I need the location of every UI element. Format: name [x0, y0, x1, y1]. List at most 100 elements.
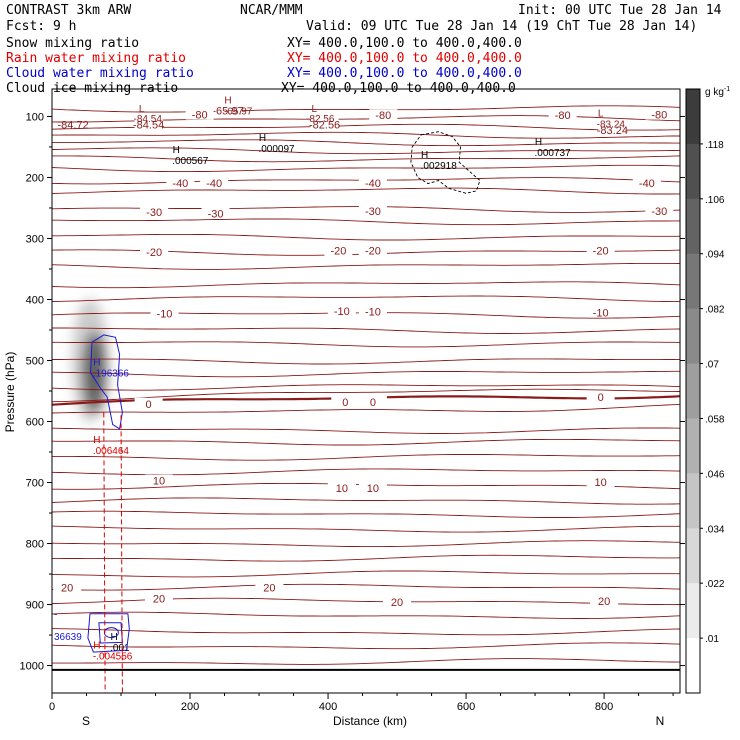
x-endpoint-south: S — [82, 714, 90, 728]
model-title: CONTRAST 3km ARW — [6, 3, 131, 18]
x-tick-label: 400 — [319, 701, 337, 713]
extremum-symbol: H — [93, 640, 100, 651]
isotherm-label-bg — [144, 592, 173, 604]
extremum-value: .000737 — [535, 148, 572, 159]
isotherm-line — [52, 155, 680, 163]
colorbar-tick-label: .118 — [705, 140, 724, 151]
y-tick-label: 300 — [26, 233, 44, 245]
isotherm-line — [52, 139, 680, 147]
isotherm-label: -80 — [651, 110, 667, 122]
isotherm-line — [52, 438, 680, 446]
isotherm-line — [52, 468, 680, 476]
isotherm-label: -40 — [206, 178, 222, 190]
x-tick-label: 600 — [457, 701, 475, 713]
isotherm-label: -30 — [651, 206, 667, 218]
isotherm-label: 0 — [146, 399, 152, 411]
y-tick-label: 500 — [26, 355, 44, 367]
isotherm-label: -80 — [555, 110, 571, 122]
isotherm-label-bg — [327, 305, 356, 317]
extremum-symbol: H — [173, 145, 180, 156]
isotherms — [52, 105, 680, 665]
isotherm-label-bg — [140, 245, 169, 257]
colorbar-segment — [686, 308, 700, 365]
extremum-symbol: H — [93, 357, 100, 368]
isotherm-label: -30 — [146, 207, 162, 219]
colorbar-tick-label: .034 — [705, 524, 725, 535]
isotherm-label: -40 — [365, 178, 381, 190]
isotherm-line — [52, 628, 680, 636]
isotherm-label-bg — [590, 594, 619, 606]
isotherm-label-bg — [645, 205, 674, 217]
cloud-water-edge-label: 36639 — [54, 632, 82, 643]
y-tick-label: 900 — [26, 600, 44, 612]
isotherm-label-bg — [166, 176, 195, 188]
cloud-water-contours: 36639 - — [54, 334, 130, 653]
isotherm-line — [52, 281, 680, 289]
isotherm-label-bg — [358, 244, 387, 256]
isotherm-label-bg — [150, 307, 179, 319]
isotherm-line — [52, 540, 680, 548]
extremum-value: .002918 — [421, 161, 458, 172]
isotherm-label-bg — [331, 395, 360, 407]
isotherm-label: -40 — [172, 178, 188, 190]
x-endpoint-north: N — [656, 714, 665, 728]
isotherm-label: -20 — [593, 246, 609, 258]
isotherm-label-bg — [310, 118, 339, 130]
y-tick-label: 1000 — [20, 661, 44, 673]
header: CONTRAST 3km ARW NCAR/MMM Init: 00 UTC T… — [6, 3, 722, 96]
isotherm-label: -10 — [157, 309, 173, 321]
isotherm-line — [52, 454, 680, 461]
isotherm-line — [52, 510, 680, 518]
center-title: NCAR/MMM — [240, 3, 303, 18]
isotherm-label: 10 — [595, 477, 607, 489]
isotherm-label: -82.56 — [309, 119, 340, 131]
isotherm-label: -65.97 — [212, 105, 243, 117]
isotherm-line — [52, 218, 680, 226]
extremum-value: -65.97 — [224, 107, 253, 118]
colorbar-segment — [686, 528, 700, 584]
isotherm-line — [52, 262, 680, 270]
extremum-symbol: L — [139, 104, 145, 115]
isotherm-label-bg — [586, 475, 615, 487]
cloud-water-contour-lower — [87, 613, 130, 653]
colorbar-tick-label: .046 — [705, 469, 725, 480]
colorbar-segment — [686, 638, 700, 694]
isotherm-line — [52, 525, 680, 533]
colorbar-segment — [686, 143, 700, 200]
isotherm-label: 20 — [598, 596, 610, 608]
isotherm-line — [52, 147, 680, 155]
isotherm-line — [52, 583, 680, 591]
isotherm-line — [52, 233, 680, 241]
colorbar-tick-label: .01 — [705, 634, 719, 645]
isotherm-label-bg — [369, 109, 398, 121]
x-axis-label: Distance (km) — [333, 714, 407, 728]
extremum-value: .006464 — [93, 446, 130, 457]
extremum-symbol: L — [311, 104, 317, 115]
colorbar-tick-label: .07 — [705, 360, 719, 371]
isotherm-line — [52, 658, 680, 665]
y-tick-label: 600 — [26, 417, 44, 429]
isotherm-line — [52, 187, 680, 195]
isotherm-line — [52, 358, 680, 365]
isotherm-label: -83.24 — [597, 125, 628, 137]
colorbar-segment — [686, 253, 700, 310]
valid-time: Valid: 09 UTC Tue 28 Jan 14 (19 ChT Tue … — [306, 19, 697, 34]
isotherm-label-bg — [134, 118, 163, 130]
isotherm-label-bg — [548, 109, 577, 121]
isotherm-label: 0 — [370, 397, 376, 409]
extremum-value: -84.54 — [134, 114, 163, 125]
field-cloudwater-name: Cloud water mixing ratio — [6, 66, 194, 81]
isotherm-label: -84.54 — [133, 119, 164, 131]
isotherm-labels: -84.72 -84.54 -65.97 -82.56 -80 -80 -80 -80 -83.… — [53, 104, 674, 609]
cloud-water-edge-marker: - — [54, 610, 57, 621]
colorbar-segment — [686, 89, 700, 145]
colorbar-unit: g kg-1 — [705, 86, 730, 98]
isotherm-line — [52, 403, 680, 414]
isotherm-label: 20 — [263, 582, 275, 594]
isotherm-label: -30 — [208, 208, 224, 220]
extremum-symbol: H — [259, 133, 266, 144]
isotherm-label: 20 — [153, 593, 165, 605]
rain-water-contours — [103, 412, 123, 693]
